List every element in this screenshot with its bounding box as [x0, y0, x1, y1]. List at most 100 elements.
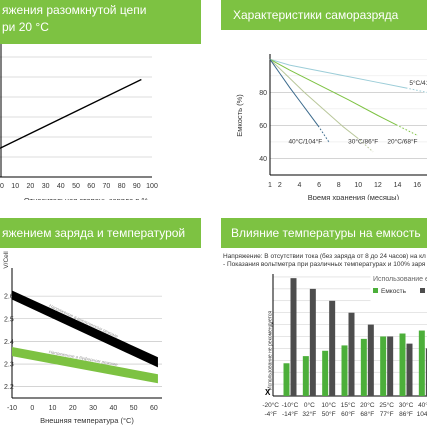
band-0	[12, 290, 158, 368]
x-tick-label: 10	[49, 405, 57, 412]
x-tick-label: 2	[278, 182, 282, 189]
y-axis-label: Емкость (%)	[235, 94, 244, 137]
legend-title: Использование е	[373, 276, 427, 283]
y-tick-label: 60	[259, 123, 267, 130]
series-label: 5°C/41°F	[409, 79, 427, 87]
x-tick-label-f: 60°F	[341, 410, 355, 418]
x-tick-label-f: 50°F	[322, 410, 336, 418]
x-tick-label-f: 77°F	[380, 410, 394, 418]
x-tick-label: 0	[30, 405, 34, 412]
y-tick-label: 2.4	[4, 339, 14, 346]
bar-voltage	[367, 324, 374, 396]
x-tick-label: 90	[133, 183, 141, 190]
legend-box	[370, 273, 427, 303]
bar-voltage	[290, 278, 297, 396]
legend-label: Емкость	[381, 288, 407, 295]
x-mark: X	[265, 388, 271, 397]
x-tick-label: 100	[146, 183, 158, 190]
y-axis-label: V/Cell	[3, 251, 10, 269]
x-tick-label-c: 40°C	[418, 401, 427, 409]
y-tick-label: 2.2	[4, 384, 14, 391]
y-tick-label: 2.6	[4, 294, 14, 301]
curve-dash	[397, 124, 418, 136]
bar-voltage	[387, 336, 394, 396]
panel-tempcap-title: Влияние температуры на емкость	[231, 226, 421, 240]
panel-tempcap-header: Влияние температуры на емкость	[221, 218, 427, 248]
x-tick-label: 10	[11, 183, 19, 190]
x-tick-label: 0	[0, 183, 4, 190]
panel-ocv-title-line2: ри 20 °C	[2, 20, 49, 34]
ocv-line	[0, 78, 142, 149]
x-tick-label-f: 86°F	[399, 410, 413, 418]
panel-ocv-header: яжения разомкнутой цепи ри 20 °C	[0, 0, 201, 44]
bar-capacity	[360, 338, 367, 396]
x-tick-label: 16	[413, 182, 421, 189]
legend-swatch-green	[373, 288, 378, 293]
selfdischarge-chart: 1 2 4 6 8 10 12 14 16 40 60 80 Емкость (%) Время хран…	[235, 54, 427, 200]
x-tick-label: 12	[374, 182, 382, 189]
x-axis-label: Относительная степень заряда в %	[24, 196, 149, 200]
note-line2: - Показания вольтметра при различных тем…	[223, 261, 426, 268]
x-tick-label: 40	[57, 183, 65, 190]
bar-voltage	[329, 300, 336, 396]
panel-charge-title: яжением заряда и температурой	[2, 226, 186, 240]
bar-voltage	[425, 348, 427, 396]
series-label: 20°C/68°F	[387, 138, 417, 146]
curve-1	[269, 58, 418, 136]
x-tick-label-c: 10°C	[321, 401, 336, 409]
x-tick-label-f: 68°F	[360, 410, 374, 418]
x-tick-label: 80	[118, 183, 126, 190]
x-axis-label: Внешняя температура (°C)	[40, 416, 134, 425]
x-tick-label-c: 20°C	[360, 401, 375, 409]
series-label: 30°C/86°F	[348, 138, 378, 146]
series-label: 40°C/104°F	[288, 138, 322, 146]
panel-selfdischarge: Характеристики саморазряда 1 2 4 6 8 10 12 14 16…	[221, 0, 427, 200]
x-tick-label-c: -20°C	[262, 401, 279, 409]
y-tick-label: 80	[259, 90, 267, 97]
x-tick-label: 20	[27, 183, 35, 190]
x-tick-label: 70	[103, 183, 111, 190]
panel-ocv-title-line1: яжения разомкнутой цепи	[2, 3, 147, 17]
x-tick-label-c: 15°C	[341, 401, 356, 409]
x-tick-label: 8	[337, 182, 341, 189]
tempcap-chart: Напряжение: В отсутствии тока (без заряд…	[223, 252, 427, 418]
bar-capacity	[341, 345, 348, 396]
band-1	[12, 347, 158, 384]
note-line1: Напряжение: В отсутствии тока (без заряд…	[223, 252, 426, 260]
bar-voltage	[406, 343, 413, 396]
x-tick-label: 10	[354, 182, 362, 189]
x-tick-label: 50	[72, 183, 80, 190]
ocv-chart: 0 10 20 30 40 50 60 70 80 90 100 Относительная степ…	[0, 44, 158, 200]
legend-swatch-grey	[420, 288, 425, 293]
y-tick-label: 2.5	[4, 316, 14, 323]
bar-capacity	[418, 330, 425, 396]
x-tick-label: 4	[297, 182, 301, 189]
y-tick-label: 40	[259, 156, 267, 163]
charge-chart: -10 0 10 20 30 40 50 60 2.2 2.3 2.4 2.5 2.6 V/Cell Вне…	[3, 251, 162, 425]
curve-dash	[318, 126, 330, 143]
bar-capacity	[380, 336, 387, 396]
x-axis-label: Время хранения (месяцы)	[308, 193, 400, 200]
bar-capacity	[399, 333, 406, 396]
panel-charge: яжением заряда и температурой -10 0 10 20 30…	[0, 218, 201, 430]
x-tick-label-c: -10°C	[282, 401, 299, 409]
x-tick-label-f: -4°F	[264, 410, 276, 418]
curve-3	[269, 59, 330, 143]
x-tick-label-c: 30°C	[399, 401, 414, 409]
panel-ocv: яжения разомкнутой цепи ри 20 °C 0 10 20 30…	[0, 0, 201, 200]
x-tick-label: 14	[394, 182, 402, 189]
x-tick-label: 50	[130, 405, 138, 412]
bar-capacity	[283, 363, 290, 396]
x-tick-label-c: 25°C	[379, 401, 394, 409]
x-tick-label-f: 104°F	[417, 410, 427, 418]
bar-voltage	[309, 288, 316, 396]
x-tick-label-f: 32°F	[302, 410, 316, 418]
x-tick-label: 60	[150, 405, 158, 412]
panel-charge-header: яжением заряда и температурой	[0, 218, 201, 248]
x-tick-label: 40	[109, 405, 117, 412]
bar-capacity	[302, 356, 309, 396]
x-tick-label: 1	[268, 182, 272, 189]
x-tick-label: -10	[7, 405, 17, 412]
x-tick-label: 20	[69, 405, 77, 412]
bar-capacity	[322, 350, 329, 396]
